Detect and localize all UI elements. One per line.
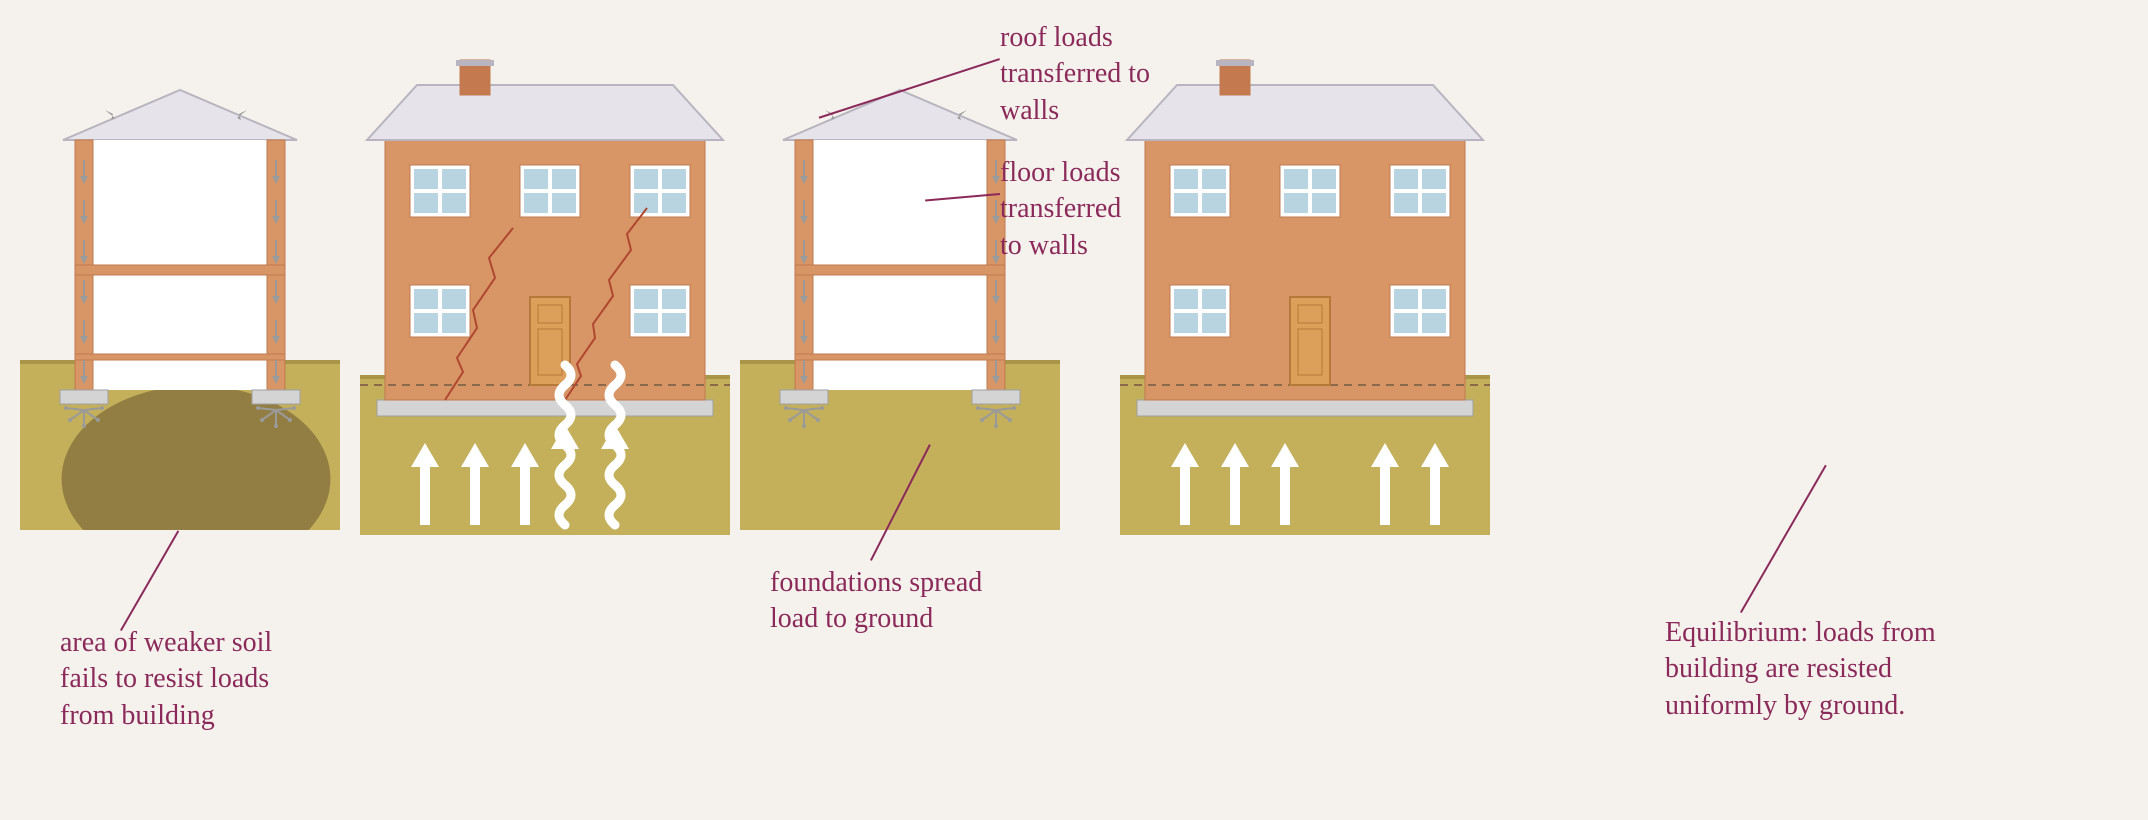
- label-foundations-spread: foundations spread load to ground: [770, 565, 982, 638]
- diagram-panel-p3: [740, 60, 1060, 530]
- diagram-panel-p4: [1120, 45, 1490, 535]
- label-floor-loads: floor loads transferred to walls: [1000, 155, 1121, 264]
- diagram-panel-p1: [20, 60, 340, 530]
- leader-line: [120, 530, 179, 631]
- diagram-panel-p2: [360, 45, 730, 535]
- label-weaker-soil: area of weaker soil fails to resist load…: [60, 625, 272, 734]
- label-equilibrium: Equilibrium: loads from building are res…: [1665, 615, 1936, 724]
- leader-line: [1740, 465, 1827, 613]
- label-roof-loads: roof loads transferred to walls: [1000, 20, 1150, 129]
